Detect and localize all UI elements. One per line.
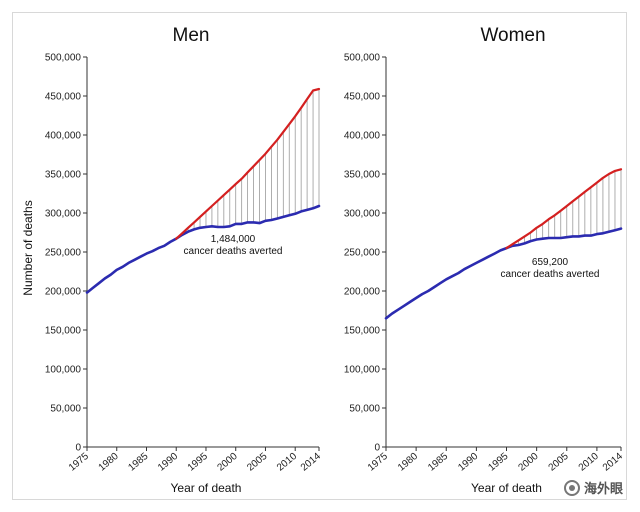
chart1-y-tick-label: 500,000 (45, 53, 82, 64)
chart1-x-tick-label: 1985 (126, 451, 150, 474)
chart2-y-tick-label: 250,000 (344, 248, 381, 259)
chart1-x-tick-label: 2014 (299, 451, 323, 474)
chart1-x-axis-label: Year of death (171, 481, 242, 495)
chart2-y-tick-label: 150,000 (344, 326, 381, 337)
chart2-y-tick-label: 200,000 (344, 287, 381, 298)
chart1-x-tick-label: 1990 (156, 451, 180, 474)
watermark: 海外眼 (560, 477, 626, 498)
chart1-y-tick-label: 150,000 (45, 326, 82, 337)
chart2-y-tick-label: 50,000 (349, 404, 380, 415)
chart2-y-tick-label: 300,000 (344, 209, 381, 220)
chart1-y-tick-label: 100,000 (45, 365, 82, 376)
chart2-x-tick-label: 1985 (426, 451, 450, 474)
chart1-y-tick-label: 250,000 (45, 248, 82, 259)
figure-frame: Men 0 50,000 100,000 150,000 200,000 250,000 30… (12, 12, 627, 500)
chart1-annotation-label: cancer deaths averted (184, 246, 283, 257)
chart2-y-tick-label: 0 (374, 443, 380, 454)
chart2-x-tick-label: 2014 (601, 451, 625, 474)
chart1-x-tick-label: 1975 (67, 451, 91, 474)
chart1-x-tick-label: 2000 (216, 451, 240, 474)
chart2-y-tick-label: 450,000 (344, 92, 381, 103)
chart1-expected-line (175, 87, 321, 240)
chart2-x-axis-label: Year of death (471, 481, 542, 495)
chart1-x-tick-label: 2005 (245, 451, 269, 474)
chart2-annotation-value: 659,200 (532, 257, 569, 268)
chart1-y-tick-label: 300,000 (45, 209, 82, 220)
chart1-annotation-value: 1,484,000 (211, 234, 256, 245)
chart2-y-tick-label: 500,000 (344, 53, 381, 64)
chart2-x-tick-label: 2010 (577, 451, 601, 474)
chart1-y-tick-label: 50,000 (50, 404, 81, 415)
chart2-x-tick-label: 1995 (486, 451, 510, 474)
chart-canvas: Men 0 50,000 100,000 150,000 200,000 250,000 30… (21, 25, 625, 495)
chart2-observed-line (384, 227, 623, 320)
chart1-x-tick-label: 1995 (186, 451, 210, 474)
chart1-title: Men (173, 25, 210, 46)
chart2-x-tick-label: 1980 (396, 451, 420, 474)
chart2-title: Women (480, 25, 545, 46)
chart2-y-tick-label: 100,000 (344, 365, 381, 376)
chart2-annotation-label: cancer deaths averted (501, 269, 600, 280)
chart2-x-tick-label: 2005 (547, 451, 571, 474)
chart1-observed-line (85, 204, 321, 294)
chart2-x-tick-label: 1990 (456, 451, 480, 474)
chart1-y-tick-label: 400,000 (45, 131, 82, 142)
watermark-text: 海外眼 (583, 481, 623, 496)
chart1-x-tick-label: 1980 (97, 451, 121, 474)
wechat-icon (563, 479, 580, 496)
chart1-y-tick-label: 0 (75, 443, 81, 454)
chart1-y-tick-label: 450,000 (45, 92, 82, 103)
chart2-y-tick-label: 400,000 (344, 131, 381, 142)
chart2-y-tick-label: 350,000 (344, 170, 381, 181)
chart2-expected-line (505, 168, 623, 250)
chart1-y-axis-label: Number of deaths (21, 200, 35, 295)
chart2-x-tick-label: 2000 (516, 451, 540, 474)
chart1-y-tick-label: 350,000 (45, 170, 82, 181)
chart2-x-tick-label: 1975 (366, 451, 390, 474)
chart1-x-tick-label: 2010 (275, 451, 299, 474)
chart1-y-tick-label: 200,000 (45, 287, 82, 298)
